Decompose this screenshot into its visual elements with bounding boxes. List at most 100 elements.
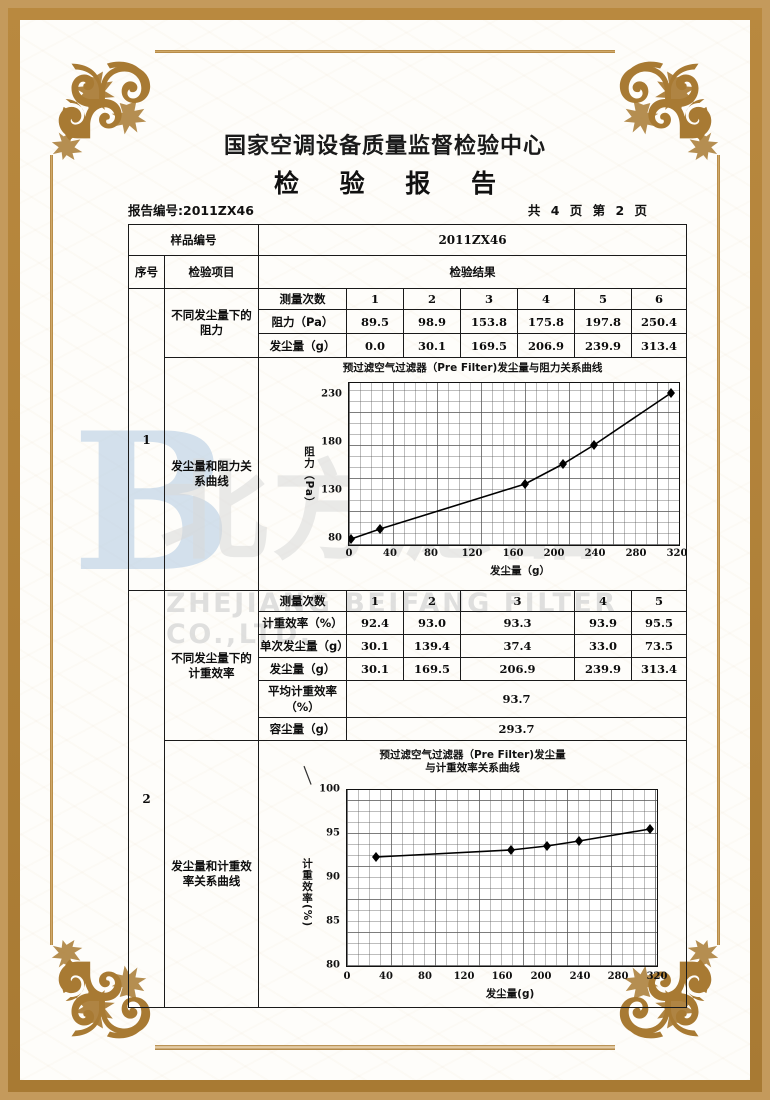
chart-1-ytick: 80 bbox=[328, 532, 342, 544]
table-row-avg-efficiency: 平均计重效率（%） 93.7 bbox=[129, 680, 688, 718]
count-cell: 2 bbox=[403, 590, 461, 612]
col-header-result: 检验结果 bbox=[257, 255, 688, 289]
single-dust-cell: 73.5 bbox=[630, 634, 688, 658]
col-header-sn: 序号 bbox=[128, 255, 165, 289]
count-cell: 4 bbox=[574, 590, 632, 612]
chart-1-ylabel: 阻力（Pa） bbox=[303, 445, 315, 509]
table-row-counts-1: 1 不同发尘量下的阻力 测量次数 1 2 3 4 5 6 bbox=[128, 288, 688, 591]
dust-cell: 239.9 bbox=[574, 333, 632, 358]
chart-1-xtick: 40 bbox=[383, 548, 397, 559]
dust-cell: 0.0 bbox=[346, 333, 404, 358]
row-label-avg-efficiency: 平均计重效率（%） bbox=[258, 680, 347, 718]
row-label-dust-capacity: 容尘量（g） bbox=[258, 717, 347, 741]
count-cell: 4 bbox=[517, 288, 575, 310]
table-row-dust-capacity: 容尘量（g） 293.7 bbox=[129, 717, 688, 741]
row-label-measure-count-2: 测量次数 bbox=[258, 590, 347, 612]
chart-2-ytick: 90 bbox=[326, 871, 340, 883]
chart-2-cell: ＼ 预过滤空气过滤器（Pre Filter)发尘量 与计重效率关系曲线 计重效率… bbox=[257, 740, 688, 1008]
chart-2-xtick: 120 bbox=[453, 971, 475, 982]
chart-2-title: 预过滤空气过滤器（Pre Filter)发尘量 与计重效率关系曲线 bbox=[260, 749, 685, 775]
dust-cell: 30.1 bbox=[346, 657, 404, 681]
chart-1-xtick: 200 bbox=[543, 548, 565, 559]
resistance-cell: 250.4 bbox=[630, 309, 688, 334]
table-row-counts-2: 2 不同发尘量下的计重效率 测量次数 1 2 3 4 5 bbox=[128, 590, 688, 1008]
dust-cell: 206.9 bbox=[460, 657, 575, 681]
col-header-item: 检验项目 bbox=[164, 255, 259, 289]
organization-title: 国家空调设备质量监督检验中心 bbox=[223, 134, 546, 159]
dust-cell: 169.5 bbox=[403, 657, 461, 681]
document-paper: B 北方滤器 ZHEJIANG BEIFANG FILTER CO.,LTD. … bbox=[20, 20, 750, 1080]
chart-2-xtick: 200 bbox=[530, 971, 552, 982]
sample-no-value: 2011ZX46 bbox=[257, 224, 688, 256]
table-row-sample-no: 样品编号 2011ZX46 bbox=[128, 224, 688, 256]
dust-cell: 30.1 bbox=[403, 333, 461, 358]
table-row-chart-2: 发尘量和计重效率关系曲线 ＼ 预过滤空气过滤器（Pre Filter)发尘量 与… bbox=[129, 740, 688, 1008]
chart-1-cell: 预过滤空气过滤器（Pre Filter)发尘量与阻力关系曲线 阻力（Pa） 23… bbox=[257, 357, 688, 591]
dust-capacity-value: 293.7 bbox=[345, 717, 688, 741]
report-header-line: 报告编号:2011ZX46 共 4 页 第 2 页 bbox=[128, 200, 650, 219]
chart-2-ytick: 80 bbox=[326, 959, 340, 971]
resistance-cell: 89.5 bbox=[346, 309, 404, 334]
report-content: 国家空调设备质量监督检验中心 检 验 报 告 报告编号:2011ZX46 共 4… bbox=[20, 20, 750, 1080]
count-cell: 3 bbox=[460, 590, 575, 612]
page-indicator: 共 4 页 第 2 页 bbox=[527, 203, 650, 218]
table-row-single-dust: 单次发尘量（g） 30.1 139.4 37.4 33.0 73.5 bbox=[129, 634, 688, 658]
chart-2-xtick: 80 bbox=[418, 971, 432, 982]
row-label-efficiency: 计重效率（%） bbox=[258, 611, 347, 635]
chart-1-ytick: 230 bbox=[321, 388, 342, 400]
count-cell: 5 bbox=[630, 590, 688, 612]
chart-1-xlabel: 发尘量（g） bbox=[489, 565, 551, 577]
dust-cell: 313.4 bbox=[630, 333, 688, 358]
section1-item-curve: 发尘量和阻力关系曲线 bbox=[164, 357, 259, 591]
chart-2-ytick: 85 bbox=[326, 915, 340, 927]
count-cell: 6 bbox=[630, 288, 688, 310]
chart-1-xtick: 120 bbox=[461, 548, 483, 559]
report-number: 报告编号:2011ZX46 bbox=[128, 203, 254, 218]
resistance-cell: 175.8 bbox=[517, 309, 575, 334]
row-label-measure-count-1: 测量次数 bbox=[258, 288, 347, 310]
chart-2-xtick: 0 bbox=[343, 971, 351, 982]
resistance-cell: 98.9 bbox=[403, 309, 461, 334]
chart-1-xtick: 320 bbox=[666, 548, 688, 559]
sample-no-label: 样品编号 bbox=[128, 224, 259, 256]
efficiency-cell: 93.9 bbox=[574, 611, 632, 635]
chart-2-series-svg bbox=[372, 824, 654, 862]
row-label-dust-2: 发尘量（g） bbox=[258, 657, 347, 681]
table-row-headers: 序号 检验项目 检验结果 bbox=[128, 255, 688, 289]
chart-1-xtick: 80 bbox=[424, 548, 438, 559]
count-cell: 2 bbox=[403, 288, 461, 310]
chart-1-title: 预过滤空气过滤器（Pre Filter)发尘量与阻力关系曲线 bbox=[342, 362, 603, 374]
single-dust-cell: 139.4 bbox=[403, 634, 461, 658]
dust-cell: 313.4 bbox=[630, 657, 688, 681]
chart-1-xtick: 0 bbox=[345, 548, 353, 559]
row-label-single-dust: 单次发尘量（g） bbox=[258, 634, 349, 658]
chart-2-xlabel: 发尘量(g) bbox=[485, 988, 535, 1000]
row-label-dust-1: 发尘量（g） bbox=[258, 333, 347, 358]
count-cell: 3 bbox=[460, 288, 518, 310]
section1-serial-number: 1 bbox=[128, 288, 165, 591]
dust-cell: 239.9 bbox=[574, 657, 632, 681]
chart-1-xtick: 280 bbox=[625, 548, 647, 559]
chart-2-xtick: 280 bbox=[607, 971, 629, 982]
single-dust-cell: 30.1 bbox=[346, 634, 404, 658]
single-dust-cell: 33.0 bbox=[574, 634, 632, 658]
efficiency-cell: 95.5 bbox=[630, 611, 688, 635]
single-dust-cell: 37.4 bbox=[460, 634, 575, 658]
dust-cell: 169.5 bbox=[460, 333, 518, 358]
chart-1-series-svg bbox=[349, 388, 675, 544]
efficiency-cell: 92.4 bbox=[346, 611, 404, 635]
table-row-efficiency: 计重效率（%） 92.4 93.0 93.3 93.9 95.5 bbox=[129, 611, 688, 635]
count-cell: 5 bbox=[574, 288, 632, 310]
chart-2-ylabel: 计重效率(%) bbox=[301, 858, 313, 928]
chart-2-ytick: 95 bbox=[326, 827, 340, 839]
chart-1-plot-area bbox=[348, 382, 680, 546]
inspection-result-table: 样品编号 2011ZX46 序号 检验项目 检验结果 1 不同发尘量下的阻力 测… bbox=[128, 224, 687, 1008]
avg-efficiency-value: 93.7 bbox=[345, 680, 688, 718]
chart-1-ytick: 180 bbox=[321, 436, 342, 448]
chart-2-xtick: 160 bbox=[491, 971, 513, 982]
chart-2-title-line2: 与计重效率关系曲线 bbox=[425, 762, 520, 774]
section1-item-resistance: 不同发尘量下的阻力 bbox=[164, 288, 259, 358]
chart-1-xtick: 240 bbox=[584, 548, 606, 559]
chart-1-xtick: 160 bbox=[502, 548, 524, 559]
resistance-cell: 197.8 bbox=[574, 309, 632, 334]
